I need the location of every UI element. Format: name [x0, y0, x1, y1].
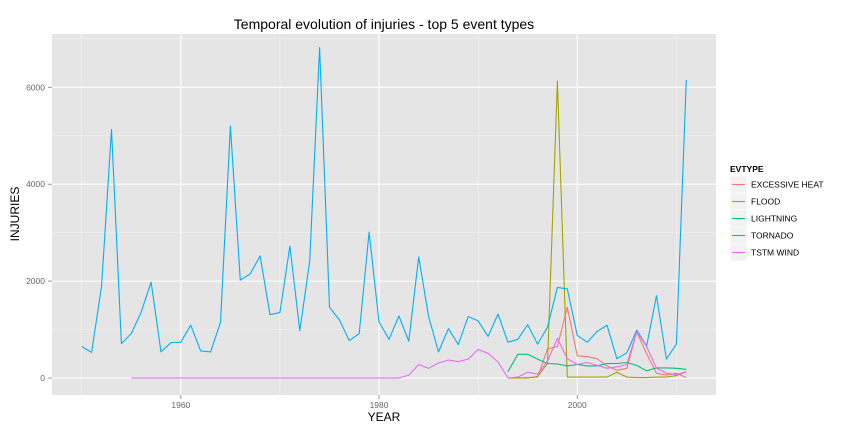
y-axis: 0 2000 4000 6000	[26, 82, 52, 383]
y-tick-label: 0	[40, 373, 45, 383]
series-line-flood	[507, 80, 687, 379]
y-tick-label: 2000	[26, 276, 45, 286]
chart-title: Temporal evolution of injuries - top 5 e…	[234, 16, 534, 32]
x-tick-label: 1960	[171, 400, 190, 410]
x-tick-label: 2000	[568, 400, 587, 410]
legend-title: EVTYPE	[730, 164, 764, 174]
legend-item-tstm-wind: TSTM WIND	[729, 243, 799, 262]
legend-label: EXCESSIVE HEAT	[751, 180, 824, 190]
x-tick-label: 1980	[370, 400, 389, 410]
legend-item-flood: FLOOD	[729, 192, 780, 211]
legend-item-tornado: TORNADO	[729, 226, 794, 245]
panel-background	[52, 34, 716, 395]
legend: EVTYPE EXCESSIVE HEAT FLOOD LIGHTNING TORNA…	[729, 164, 824, 262]
legend-label: FLOOD	[751, 197, 780, 207]
legend-label: TORNADO	[751, 231, 794, 241]
y-axis-title: INJURIES	[8, 187, 22, 242]
legend-item-excessive-heat: EXCESSIVE HEAT	[729, 175, 824, 194]
y-tick-label: 6000	[26, 82, 45, 92]
plot-panel	[52, 34, 716, 395]
series-line-tstm-wind	[131, 330, 687, 379]
legend-label: LIGHTNING	[751, 214, 797, 224]
x-axis-title: YEAR	[368, 410, 401, 424]
y-tick-label: 4000	[26, 179, 45, 189]
legend-label: TSTM WIND	[751, 248, 799, 258]
series-line-tornado	[81, 47, 687, 360]
legend-item-lightning: LIGHTNING	[729, 209, 797, 228]
x-axis: 1960 1980 2000	[171, 395, 587, 410]
